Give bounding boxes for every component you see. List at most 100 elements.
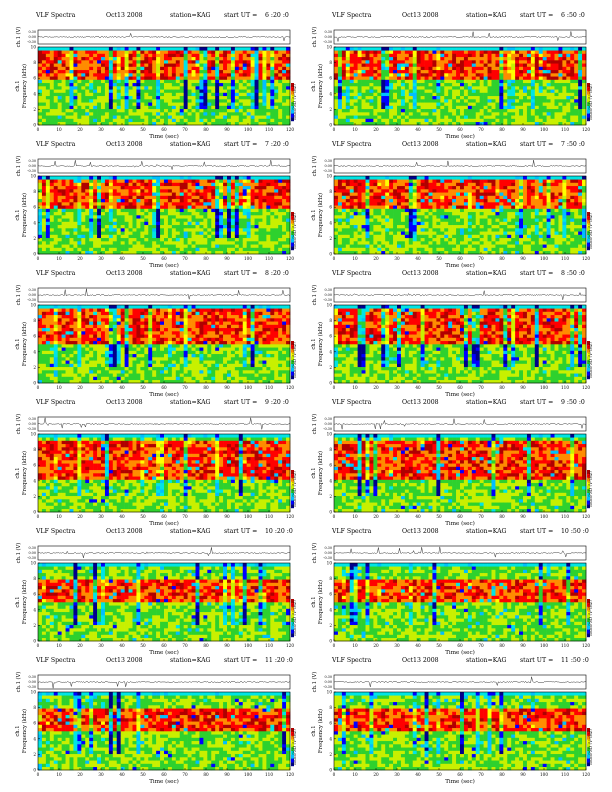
spectrogram-cell <box>578 115 583 119</box>
spectrogram-cell <box>49 208 55 213</box>
spectrogram-cell <box>45 121 51 126</box>
spectrogram-cell <box>49 76 55 80</box>
spectrogram-cell <box>136 92 141 97</box>
x-axis-label: Time (sec) <box>445 133 475 140</box>
spectrogram-cell <box>128 89 133 93</box>
spectrogram-cell <box>104 241 110 245</box>
spectrogram-cell <box>93 182 98 187</box>
spectrogram-cell <box>112 86 118 90</box>
spectrogram-cell <box>57 82 62 87</box>
spectrogram-cell <box>49 192 55 196</box>
spectrogram-cell <box>381 92 386 97</box>
spectrogram-cell <box>140 102 145 106</box>
spectrogram-cell <box>369 92 374 97</box>
spectrogram-cell <box>491 76 496 80</box>
spectrogram-cell <box>140 121 145 126</box>
spectrogram-cell <box>381 118 386 123</box>
spectrogram-cell <box>238 69 244 74</box>
spectrogram-cell <box>203 47 208 51</box>
spectrogram-cell <box>381 115 386 119</box>
spectrogram-cell <box>49 99 55 103</box>
spectrogram-cell <box>211 195 216 200</box>
spectrogram-cell <box>262 228 267 232</box>
spectrogram-cell <box>456 112 461 116</box>
spectrogram-cell <box>49 179 55 183</box>
spectrogram-cell <box>554 115 559 119</box>
spectrogram-cell <box>357 244 362 248</box>
spectrogram-cell <box>412 69 417 74</box>
spectrogram-cell <box>349 215 354 219</box>
spectrogram-cell <box>211 221 216 226</box>
spectrogram-cell <box>136 50 141 54</box>
spectrogram-cell <box>144 73 149 77</box>
spectrogram-cell <box>361 82 366 87</box>
spectrogram-cell <box>164 221 169 226</box>
spectrogram-cell <box>85 195 90 200</box>
spectrogram-cell <box>81 221 86 226</box>
spectrogram-cell <box>341 195 347 200</box>
spectrogram-cell <box>132 99 137 103</box>
spectrogram-cell <box>85 218 90 222</box>
spectrogram-cell <box>400 66 406 71</box>
spectrogram-cell <box>65 228 70 232</box>
spectrogram-cell <box>160 218 165 222</box>
spectrogram-cell <box>61 60 66 64</box>
spectrogram-cell <box>389 73 394 77</box>
spectrogram-cell <box>65 250 70 255</box>
spectrogram-cell <box>195 218 200 222</box>
spectrogram-cell <box>140 112 145 116</box>
spectrogram-cell <box>578 105 583 110</box>
spectrogram-cell <box>207 179 212 183</box>
spectrogram-cell <box>124 241 129 245</box>
spectrogram-cell <box>69 53 74 58</box>
spectrogram-cell <box>124 231 129 235</box>
spectrogram-cell <box>93 244 98 248</box>
spectrogram-cell <box>582 86 587 90</box>
spectrogram-cell <box>187 189 192 193</box>
spectrogram-cell <box>246 47 251 51</box>
spectrogram-cell <box>416 76 421 80</box>
spectrogram-cell <box>495 105 500 110</box>
spectrogram-cell <box>424 50 429 54</box>
spectrogram-cell <box>246 115 251 119</box>
spectrogram-cell <box>183 102 188 106</box>
spectrogram-cell <box>171 108 177 113</box>
panel-start-time: 7 :20 :0 <box>265 141 289 148</box>
spectrogram-cell <box>341 247 347 252</box>
spectrogram-cell <box>574 76 579 80</box>
spectrogram-cell <box>101 63 106 67</box>
spectrogram-cell <box>420 66 425 71</box>
spectrogram-cell <box>274 198 279 203</box>
spectrogram-cell <box>195 121 200 126</box>
spectrogram-cell <box>432 108 437 113</box>
spectrogram-cell <box>179 211 184 216</box>
spectrogram-cell <box>41 50 47 54</box>
spectrogram-cell <box>152 244 157 248</box>
spectrogram-cell <box>77 95 82 100</box>
spectrogram-cell <box>136 195 141 200</box>
spectrogram-cell <box>167 195 173 200</box>
spectrogram-cell <box>278 121 283 126</box>
spectrogram-cell <box>334 112 339 116</box>
spectrogram-cell <box>148 208 153 213</box>
spectrogram-cell <box>566 99 571 103</box>
spectrogram-cell <box>38 105 43 110</box>
spectrogram-cell <box>132 79 137 84</box>
spectrogram-cell <box>463 69 469 74</box>
spectrogram-cell <box>219 244 224 248</box>
spectrogram-cell <box>440 105 445 110</box>
spectrogram-cell <box>270 102 275 106</box>
spectrogram-cell <box>223 56 228 61</box>
spectrogram-cell <box>582 73 587 77</box>
spectrogram-cell <box>538 56 543 61</box>
spectrogram-cell <box>546 63 551 67</box>
spectrogram-cell <box>353 73 358 77</box>
spectrogram-cell <box>234 121 240 126</box>
spectrogram-cell <box>61 82 66 87</box>
spectrogram-cell <box>278 79 283 84</box>
spectrogram-cell <box>89 76 94 80</box>
spectrogram-cell <box>53 234 58 239</box>
spectrogram-cell <box>519 112 524 116</box>
spectrogram-cell <box>503 79 508 84</box>
